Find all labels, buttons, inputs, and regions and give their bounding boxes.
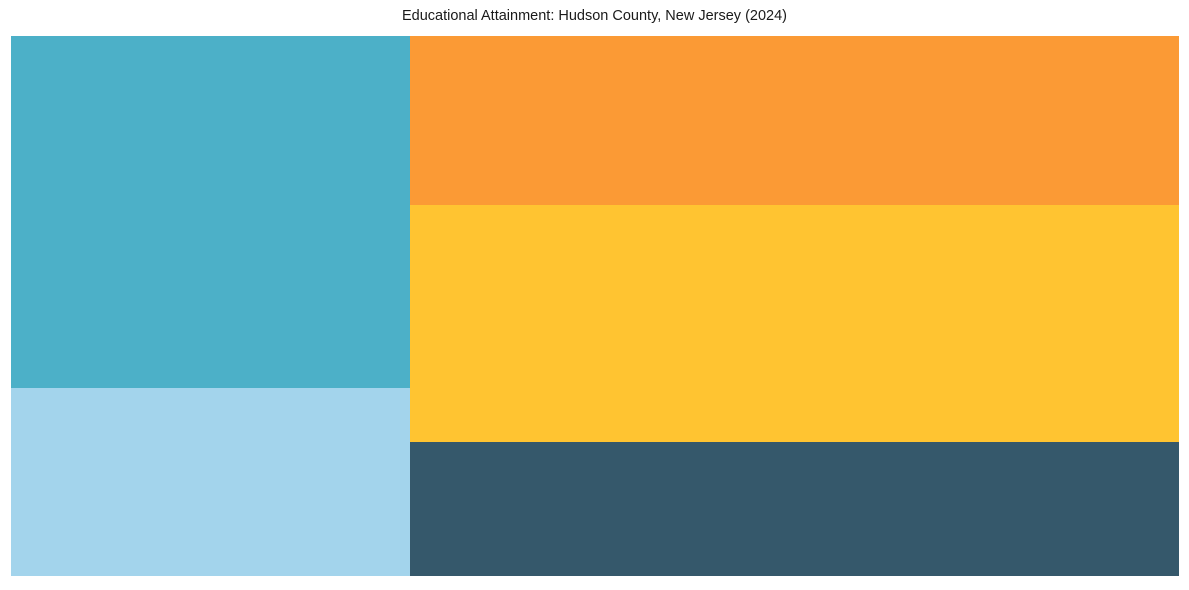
treemap-tile-some-college-or-associates-degree[interactable]: Some college or associate's degree (410, 205, 1179, 442)
treemap-tile-bachelors-degree[interactable]: Bachelor's degree (11, 36, 410, 388)
page-title: Educational Attainment: Hudson County, N… (402, 8, 787, 24)
treemap-column-left: Bachelor's degree Graduate or profession… (11, 36, 410, 576)
treemap-column-right: High school graduate Some college or ass… (410, 36, 1179, 576)
treemap-tile-high-school-graduate[interactable]: High school graduate (410, 36, 1179, 205)
treemap-tile-graduate-professional-degree[interactable]: Graduate or professional degree (11, 388, 410, 576)
treemap-plot-area: Bachelor's degree Graduate or profession… (11, 36, 1179, 576)
treemap-tile-less-than-high-school[interactable]: Less than high school (410, 442, 1179, 576)
